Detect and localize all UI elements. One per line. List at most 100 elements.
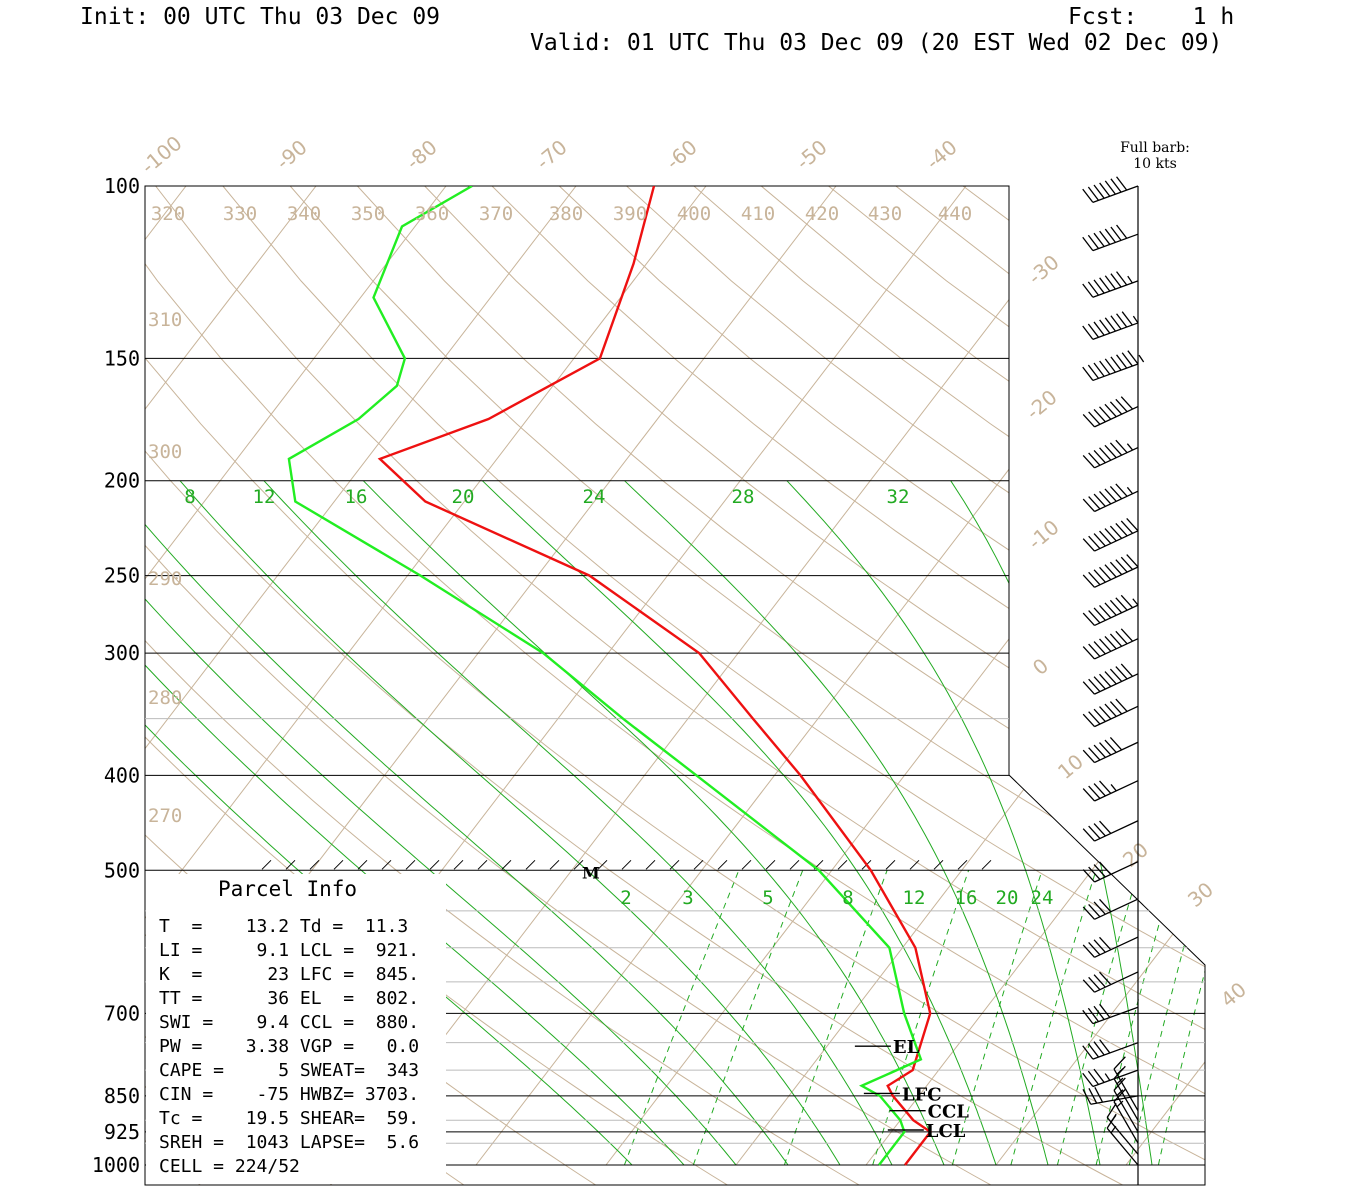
- freezing-level-hatch: [717, 859, 728, 870]
- dry-adiabat-line: [558, 186, 1205, 1185]
- forecast-hour-label: Fcst: 1 h: [1068, 4, 1235, 30]
- wind-barb: [1082, 737, 1139, 764]
- temperature-profile-line: [377, 186, 933, 1166]
- dry-adiabat-line: [491, 186, 1205, 1185]
- pressure-tick-label: 250: [104, 564, 140, 588]
- moist-adiabat-line: [950, 480, 1153, 1166]
- parcel-info-row: CAPE = 5 SWEAT= 343: [159, 1060, 419, 1081]
- init-time-label: Init: 00 UTC Thu 03 Dec 09: [80, 4, 441, 30]
- pressure-tick-label: 850: [104, 1084, 140, 1108]
- isotherm-label: 40: [1216, 977, 1251, 1012]
- theta-label: 340: [287, 203, 321, 225]
- freezing-level-hatch: [693, 859, 704, 870]
- theta-label: 290: [148, 568, 182, 590]
- mixing-ratio-label: 3: [682, 887, 693, 909]
- freezing-level-hatch: [549, 859, 560, 870]
- parcel-info-row: PW = 3.38 VGP = 0.0: [159, 1036, 419, 1057]
- theta-label: 280: [148, 687, 182, 709]
- wind-barb: [1082, 628, 1139, 660]
- wind-barb: [1082, 176, 1139, 204]
- mixing-ratio-line: [1157, 870, 1205, 1166]
- level-marker-label: LFC: [902, 1084, 942, 1105]
- dry-adiabat-line: [145, 186, 993, 1185]
- dry-adiabat-line: [693, 186, 1205, 1185]
- freezing-level-hatch: [597, 859, 608, 870]
- mixing-ratio-label: 20: [996, 887, 1019, 909]
- moist-adiabat-line: [786, 480, 1101, 1166]
- isotherm-line: [345, 186, 1097, 1166]
- freezing-level-hatch: [573, 859, 584, 870]
- mixing-ratio-line: [951, 870, 1043, 1166]
- parcel-info-row: K = 23 LFC = 845.: [159, 964, 419, 985]
- isotherm-label: 0: [1028, 653, 1053, 680]
- pressure-tick-label: 925: [104, 1120, 140, 1144]
- wind-barb: [1082, 396, 1139, 428]
- wind-barb: [1082, 1003, 1139, 1025]
- theta-label: 430: [868, 203, 902, 225]
- isotherm-line: [995, 186, 1205, 1166]
- theta-label: 330: [223, 203, 257, 225]
- mixing-ratio-label: 2: [620, 887, 631, 909]
- parcel-info-row: CIN = -75 HWBZ= 3703.: [159, 1084, 419, 1105]
- mixing-ratio-label: 8: [184, 486, 195, 508]
- isotherm-label: -60: [661, 135, 701, 174]
- valid-time-label: Valid: 01 UTC Thu 03 Dec 09 (20 EST Wed …: [530, 30, 1223, 56]
- pressure-tick-label: 400: [104, 763, 140, 787]
- isotherm-line: [145, 186, 577, 1166]
- wind-barb: [1082, 861, 1139, 883]
- parcel-info-panel: Parcel Info T = 13.2 Td = 11.3 LI = 9.1 LC…: [146, 874, 446, 1184]
- isotherm-line: [145, 186, 707, 1166]
- theta-label: 400: [677, 203, 711, 225]
- wind-barb: [1082, 439, 1139, 469]
- pressure-tick-label: 1000: [92, 1153, 140, 1177]
- wind-legend-text: 10 kts: [1133, 156, 1177, 172]
- freezing-level-hatch: [645, 859, 656, 870]
- dry-adiabat-line: [155, 186, 1205, 1185]
- dry-adiabat-line: [1030, 186, 1205, 1185]
- isotherm-label: -50: [791, 135, 831, 174]
- freezing-level-hatch: [741, 859, 752, 870]
- isotherm-label: -40: [921, 135, 961, 174]
- mixing-ratio-label: 16: [345, 486, 368, 508]
- dry-adiabat-line: [828, 186, 1205, 1185]
- pressure-tick-label: 700: [104, 1001, 140, 1025]
- wind-barb: [1082, 594, 1139, 627]
- parcel-info-row: TT = 36 EL = 802.: [159, 988, 419, 1009]
- freezing-level-hatch: [621, 859, 632, 870]
- freezing-level-hatch: [285, 859, 296, 870]
- dry-adiabat-line: [145, 186, 1205, 1185]
- level-marker-label: EL: [893, 1037, 920, 1058]
- wind-barb: [1082, 971, 1139, 993]
- freezing-level-hatch: [381, 859, 392, 870]
- dry-adiabat-line: [895, 186, 1205, 1185]
- isotherm-line: [145, 186, 317, 1166]
- wind-barb: [1082, 698, 1139, 728]
- freezing-level-hatch: [669, 859, 680, 870]
- wind-barb: [1082, 1068, 1139, 1088]
- pressure-tick-label: 200: [104, 469, 140, 493]
- freezing-level-hatch: [309, 859, 320, 870]
- wind-barb: [1082, 517, 1139, 552]
- freezing-level-hatch: [885, 859, 896, 870]
- isotherm-label: 20: [1118, 837, 1153, 872]
- wind-barb: [1082, 271, 1139, 298]
- theta-label: 320: [151, 203, 185, 225]
- level-marker-label: LCL: [926, 1121, 966, 1142]
- parcel-info-row: CELL = 224/52: [159, 1156, 300, 1177]
- wind-barb: [1082, 898, 1139, 920]
- wind-barb: [1082, 820, 1139, 842]
- mixing-ratio-line: [1010, 870, 1097, 1166]
- theta-label: 270: [148, 805, 182, 827]
- wind-barb: [1082, 483, 1139, 513]
- dry-adiabat-line: [145, 186, 1125, 1185]
- dry-adiabat-line: [357, 186, 1205, 1185]
- parcel-info-row: SREH = 1043 LAPSE= 5.6: [159, 1132, 419, 1153]
- theta-label: 380: [549, 203, 583, 225]
- freezing-level-hatch: [453, 859, 464, 870]
- wind-barb: [1082, 780, 1139, 802]
- isotherm-label: -10: [1023, 515, 1063, 554]
- theta-label: 440: [938, 203, 972, 225]
- isotherm-line: [475, 186, 1205, 1166]
- freezing-level-hatch: [357, 859, 368, 870]
- parcel-info-row: SWI = 9.4 CCL = 880.: [159, 1012, 419, 1033]
